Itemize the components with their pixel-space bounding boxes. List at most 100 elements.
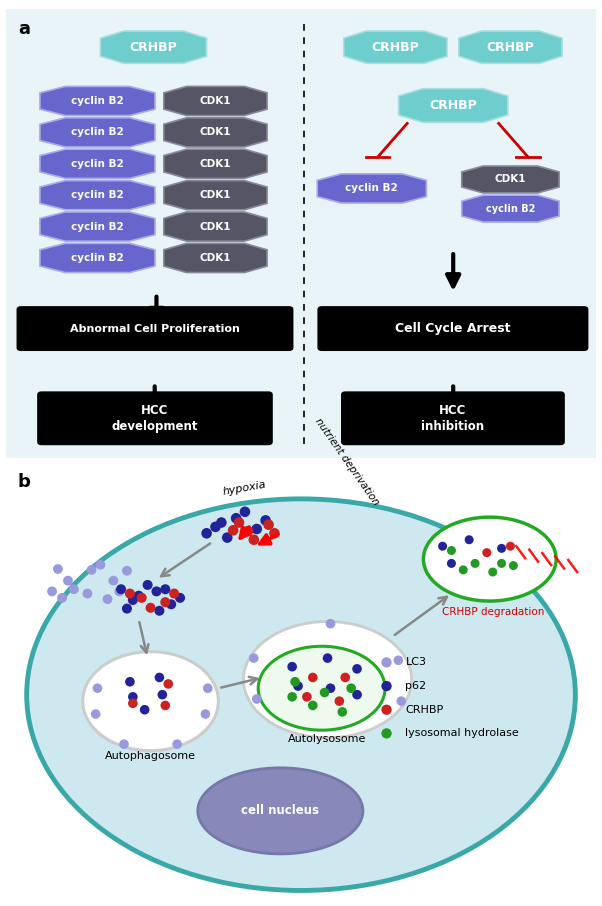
Polygon shape	[40, 212, 155, 241]
Point	[122, 602, 132, 616]
FancyBboxPatch shape	[318, 307, 588, 351]
Point	[128, 696, 138, 710]
Ellipse shape	[243, 622, 412, 737]
Point	[394, 653, 403, 668]
Point	[308, 670, 318, 685]
Text: CRHBP: CRHBP	[486, 41, 535, 53]
Text: hypoxia: hypoxia	[222, 479, 267, 496]
Point	[91, 707, 101, 721]
Point	[128, 593, 138, 607]
Point	[382, 655, 391, 670]
Point	[202, 526, 211, 541]
Text: cyclin B2: cyclin B2	[71, 128, 124, 138]
Polygon shape	[399, 89, 507, 122]
Point	[155, 670, 164, 685]
Text: LC3: LC3	[405, 658, 426, 668]
Polygon shape	[344, 31, 447, 63]
Ellipse shape	[423, 517, 556, 601]
Text: cyclin B2: cyclin B2	[346, 183, 398, 194]
Point	[231, 511, 241, 525]
Polygon shape	[40, 118, 155, 147]
Point	[134, 589, 144, 603]
Polygon shape	[40, 244, 155, 273]
Circle shape	[82, 651, 219, 750]
Point	[166, 597, 176, 612]
Point	[108, 573, 118, 588]
Point	[223, 530, 232, 545]
Point	[217, 516, 226, 530]
Point	[169, 586, 179, 601]
Ellipse shape	[26, 499, 576, 891]
Point	[397, 694, 406, 708]
Point	[161, 595, 170, 610]
Polygon shape	[462, 166, 559, 193]
Point	[143, 578, 152, 593]
Point	[488, 564, 498, 579]
Point	[211, 520, 220, 535]
Point	[203, 681, 213, 696]
Polygon shape	[462, 195, 559, 222]
Point	[447, 544, 456, 558]
Point	[261, 513, 270, 527]
Point	[82, 586, 92, 601]
FancyBboxPatch shape	[17, 307, 293, 351]
Polygon shape	[164, 244, 267, 273]
Point	[270, 526, 279, 541]
Point	[326, 681, 335, 696]
FancyBboxPatch shape	[0, 7, 602, 462]
Point	[252, 692, 262, 707]
Point	[164, 677, 173, 691]
Point	[158, 688, 167, 702]
Point	[459, 563, 468, 577]
Text: HCC
development: HCC development	[111, 403, 198, 432]
Text: p62: p62	[405, 681, 427, 691]
Text: CRHBP: CRHBP	[371, 41, 419, 53]
Point	[323, 651, 332, 665]
Point	[497, 556, 506, 571]
Polygon shape	[101, 31, 206, 63]
Text: CRHBP: CRHBP	[405, 705, 444, 715]
Text: Abnormal Cell Proliferation: Abnormal Cell Proliferation	[70, 323, 240, 333]
Point	[69, 582, 79, 596]
Polygon shape	[164, 86, 267, 116]
Point	[264, 517, 273, 532]
Point	[302, 689, 312, 704]
Polygon shape	[40, 180, 155, 210]
Point	[497, 541, 506, 555]
Text: cyclin B2: cyclin B2	[71, 190, 124, 200]
Point	[464, 533, 474, 547]
Point	[200, 707, 210, 721]
Point	[438, 539, 447, 554]
Point	[103, 592, 113, 606]
Polygon shape	[40, 149, 155, 178]
Point	[293, 679, 303, 693]
Text: b: b	[18, 473, 31, 491]
Polygon shape	[164, 212, 267, 241]
Text: CDK1: CDK1	[495, 175, 526, 185]
Point	[382, 702, 391, 717]
Polygon shape	[459, 31, 562, 63]
Point	[152, 584, 161, 599]
Point	[116, 582, 126, 596]
Text: CRHBP: CRHBP	[129, 41, 178, 53]
Point	[87, 563, 96, 577]
Point	[447, 556, 456, 571]
Point	[125, 586, 135, 601]
Text: CRHBP: CRHBP	[429, 99, 477, 112]
Text: Autophagosome: Autophagosome	[105, 751, 196, 761]
Text: CDK1: CDK1	[200, 128, 231, 138]
Point	[249, 533, 259, 547]
Point	[63, 573, 73, 588]
Text: CDK1: CDK1	[200, 96, 231, 106]
Point	[57, 591, 67, 605]
Ellipse shape	[258, 646, 385, 730]
Point	[290, 674, 300, 689]
Point	[93, 681, 102, 696]
Point	[382, 679, 391, 693]
Point	[320, 685, 329, 699]
Text: cyclin B2: cyclin B2	[71, 159, 124, 169]
Point	[482, 545, 492, 560]
Text: cell nucleus: cell nucleus	[241, 805, 319, 817]
Polygon shape	[40, 86, 155, 116]
Polygon shape	[164, 180, 267, 210]
